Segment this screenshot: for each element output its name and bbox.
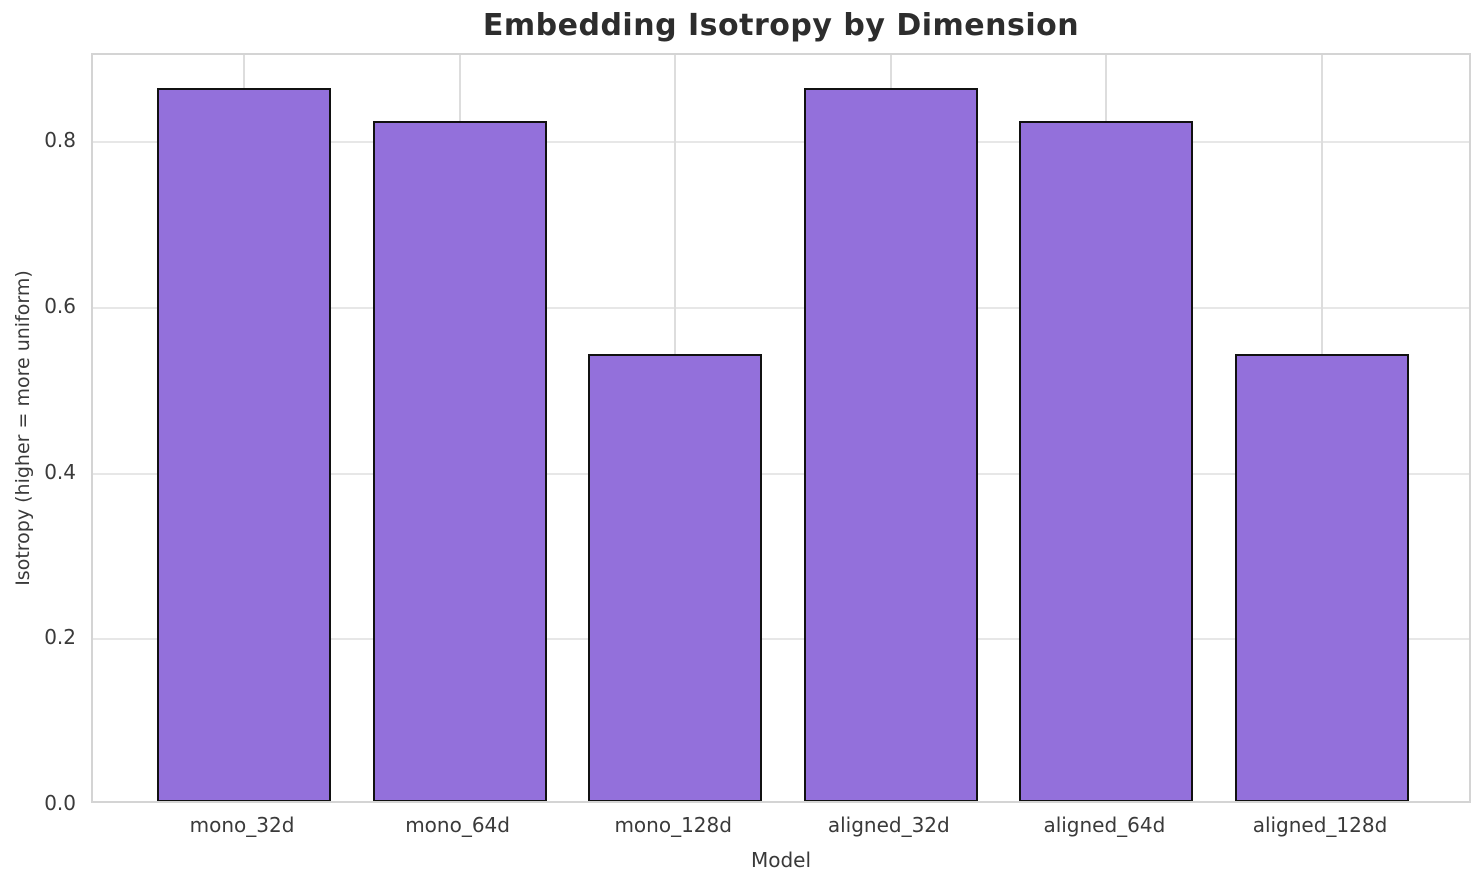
y-gridline-0.4 xyxy=(93,472,1469,475)
x-tick-label-mono_64d: mono_64d xyxy=(405,813,510,837)
x-tick-label-aligned_128d: aligned_128d xyxy=(1252,813,1388,837)
y-gridline-0.8 xyxy=(93,141,1469,144)
y-gridline-0.2 xyxy=(93,638,1469,641)
x-tick-label-mono_128d: mono_128d xyxy=(614,813,732,837)
bar-aligned_32d xyxy=(803,88,978,801)
chart-title: Embedding Isotropy by Dimension xyxy=(482,8,1080,43)
y-gridline-0.6 xyxy=(93,306,1469,309)
x-tick-label-aligned_64d: aligned_64d xyxy=(1043,813,1166,837)
bar-mono_128d xyxy=(588,353,763,801)
bar-mono_64d xyxy=(372,121,547,801)
x-tick-label-mono_32d: mono_32d xyxy=(189,813,295,837)
bar-aligned_64d xyxy=(1019,121,1194,801)
plot-area xyxy=(91,53,1471,803)
y-tick-label-0.4: 0.4 xyxy=(44,459,76,484)
x-axis-label: Model xyxy=(750,848,812,872)
y-tick-label-0.2: 0.2 xyxy=(44,625,76,650)
y-tick-label-0.8: 0.8 xyxy=(44,128,76,153)
y-tick-label-0.6: 0.6 xyxy=(44,293,76,318)
x-tick-label-aligned_32d: aligned_32d xyxy=(827,813,950,837)
bar-mono_32d xyxy=(157,88,331,801)
bar-aligned_128d xyxy=(1235,353,1409,801)
y-tick-label-0.0: 0.0 xyxy=(44,791,76,815)
